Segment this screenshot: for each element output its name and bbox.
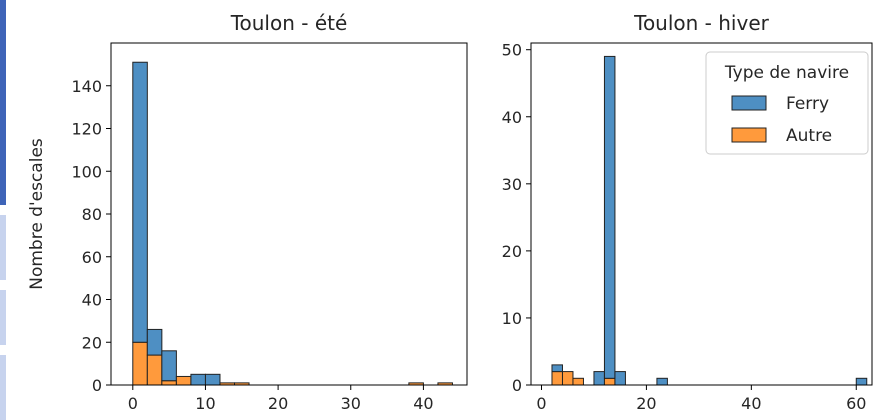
- x-tick-label: 10: [195, 394, 215, 413]
- y-tick-label: 30: [502, 175, 522, 194]
- y-tick-label: 120: [71, 120, 102, 139]
- legend: Type de navire Ferry Autre: [705, 51, 869, 155]
- ferry-bar: [161, 350, 177, 382]
- legend-label-autre: Autre: [786, 126, 832, 146]
- autre-bar: [572, 377, 584, 386]
- x-tick-label: 30: [341, 394, 361, 413]
- ferry-bar: [593, 371, 605, 386]
- legend-swatch-ferry: [731, 95, 767, 111]
- y-tick-label: 140: [71, 77, 102, 96]
- autre-bar: [551, 371, 563, 386]
- ferry-bar: [855, 377, 868, 386]
- autre-bar: [161, 380, 177, 386]
- y-tick-label: 80: [82, 205, 102, 224]
- y-tick-label: 0: [92, 376, 102, 395]
- window-left-edge: [0, 0, 6, 420]
- ferry-bar: [656, 377, 668, 386]
- legend-label-ferry: Ferry: [786, 94, 829, 114]
- autre-bar: [146, 354, 163, 386]
- y-tick-label: 60: [82, 248, 102, 267]
- autre-bar: [175, 375, 192, 386]
- ferry-bar: [204, 373, 221, 386]
- x-tick-label: 20: [268, 394, 288, 413]
- legend-title: Type de navire: [724, 63, 849, 83]
- x-tick-label: 60: [846, 394, 866, 413]
- chart-title: Toulon - été: [230, 11, 348, 35]
- window-edge-block-light: [0, 355, 6, 420]
- ferry-bar: [146, 328, 163, 356]
- y-tick-label: 40: [502, 108, 522, 127]
- chart-panel-1: 0 10 20 30 40 0 20 40 60 80 100 120 140 Toulon - été: [71, 11, 468, 413]
- y-tick-label: 0: [512, 376, 522, 395]
- legend-swatch-autre: [731, 127, 767, 143]
- autre-bar: [561, 371, 574, 386]
- y-tick-label: 40: [82, 291, 102, 310]
- ferry-bar: [190, 373, 206, 386]
- y-tick-label: 50: [502, 41, 522, 60]
- window-edge-block-dark: [0, 0, 6, 205]
- ferry-bar: [603, 55, 616, 379]
- x-tick-label: 40: [413, 394, 433, 413]
- autre-bar: [603, 377, 616, 386]
- x-tick-label: 20: [636, 394, 656, 413]
- ferry-bar: [551, 364, 563, 373]
- chart-title: Toulon - hiver: [633, 11, 770, 35]
- y-axis-label: Nombre d'escales: [27, 138, 47, 290]
- y-tick-label: 10: [502, 309, 522, 328]
- window-edge-block-light: [0, 215, 6, 280]
- autre-bar: [132, 341, 148, 386]
- y-tick-label: 100: [71, 162, 102, 181]
- x-tick-label: 0: [128, 394, 138, 413]
- y-tick-label: 20: [82, 333, 102, 352]
- ferry-bar: [132, 61, 148, 343]
- ferry-bar: [614, 371, 626, 386]
- chart-panel-2: 0 20 40 60 0 10 20 30 40 50 Toulon - hiver: [502, 11, 873, 413]
- plot-frame: [530, 42, 873, 386]
- x-tick-label: 40: [741, 394, 761, 413]
- window-edge-block-light: [0, 290, 6, 345]
- x-tick-label: 0: [536, 394, 546, 413]
- y-tick-label: 20: [502, 242, 522, 261]
- plot-frame: [110, 42, 468, 386]
